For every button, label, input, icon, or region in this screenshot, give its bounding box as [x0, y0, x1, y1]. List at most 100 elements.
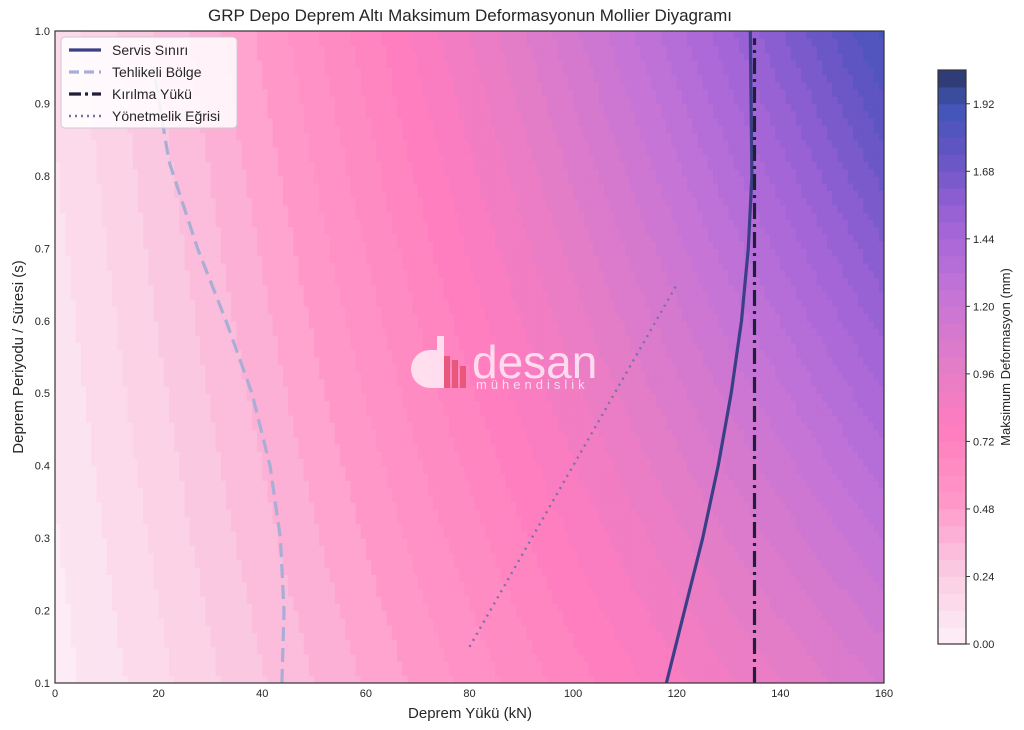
contour-cell	[386, 458, 393, 467]
contour-cell	[500, 480, 507, 488]
contour-cell	[210, 559, 217, 568]
contour-cell	[314, 545, 320, 554]
contour-cell	[288, 668, 294, 677]
contour-cell	[795, 487, 802, 496]
contour-cell	[666, 596, 673, 604]
contour-cell	[184, 545, 191, 554]
contour-cell	[272, 472, 279, 481]
contour-cell	[847, 654, 854, 662]
contour-cell	[143, 668, 149, 677]
contour-cell	[319, 603, 326, 612]
contour-cell	[661, 625, 667, 633]
contour-cell	[666, 472, 673, 481]
contour-cell	[718, 472, 724, 481]
contour-cell	[106, 639, 113, 648]
contour-cell	[707, 588, 714, 597]
contour-cell	[402, 501, 408, 510]
contour-cell	[355, 588, 362, 597]
contour-cell	[174, 639, 180, 648]
contour-cell	[842, 675, 849, 683]
contour-cell	[479, 654, 486, 662]
contour-cell	[858, 480, 864, 488]
contour-cell	[490, 516, 497, 525]
contour-cell	[293, 654, 300, 662]
contour-cell	[438, 545, 445, 554]
contour-cell	[106, 487, 113, 496]
contour-cell	[143, 458, 149, 467]
contour-cell	[407, 588, 414, 597]
contour-cell	[692, 646, 699, 655]
contour-cell	[365, 559, 372, 568]
contour-cell	[194, 639, 201, 648]
contour-cell	[412, 494, 419, 503]
contour-cell	[231, 596, 237, 604]
contour-cell	[132, 617, 139, 626]
contour-cell	[837, 596, 844, 604]
contour-cell	[490, 668, 497, 677]
contour-cell	[137, 509, 144, 517]
contour-cell	[443, 654, 450, 662]
contour-cell	[599, 603, 605, 612]
contour-cell	[60, 523, 66, 532]
contour-cell	[495, 603, 502, 612]
contour-cell	[567, 516, 574, 525]
contour-cell	[163, 523, 170, 532]
contour-cell	[448, 538, 455, 546]
contour-cell	[428, 530, 434, 539]
contour-cell	[127, 451, 134, 460]
contour-cell	[485, 559, 491, 568]
contour-cell	[422, 668, 429, 677]
contour-cell	[459, 646, 465, 655]
contour-cell	[396, 610, 403, 619]
contour-cell	[485, 661, 491, 670]
contour-cell	[65, 639, 72, 648]
contour-cell	[521, 596, 528, 604]
contour-cell	[490, 654, 497, 662]
contour-cell	[744, 632, 750, 641]
contour-cell	[738, 603, 745, 612]
contour-cell	[391, 632, 398, 641]
contour-cell	[827, 574, 833, 583]
contour-cell	[702, 538, 709, 546]
contour-cell	[713, 646, 719, 655]
contour-cell	[718, 530, 724, 539]
contour-cell	[210, 545, 217, 554]
contour-cell	[733, 530, 740, 539]
contour-cell	[666, 646, 673, 655]
contour-cell	[547, 559, 553, 568]
contour-cell	[324, 465, 331, 474]
contour-cell	[70, 509, 77, 517]
contour-cell	[733, 661, 740, 670]
contour-cell	[205, 567, 212, 575]
contour-cell	[531, 625, 538, 633]
contour-cell	[858, 617, 864, 626]
contour-cell	[163, 458, 170, 467]
contour-cell	[257, 458, 263, 467]
contour-cell	[272, 516, 279, 525]
contour-cell	[510, 559, 517, 568]
contour-cell	[832, 632, 838, 641]
contour-cell	[303, 603, 310, 612]
contour-cell	[852, 545, 859, 554]
contour-cell	[806, 574, 813, 583]
contour-cell	[609, 487, 616, 496]
contour-cell	[428, 625, 434, 633]
contour-cell	[257, 509, 263, 517]
contour-cell	[764, 639, 771, 648]
contour-cell	[811, 509, 818, 517]
contour-cell	[438, 567, 445, 575]
contour-cell	[635, 639, 642, 648]
contour-cell	[428, 458, 434, 467]
contour-cell	[816, 625, 823, 633]
contour-cell	[319, 581, 326, 590]
contour-cell	[599, 509, 605, 517]
contour-cell	[241, 574, 248, 583]
contour-cell	[770, 487, 776, 496]
contour-cell	[531, 588, 538, 597]
contour-cell	[692, 625, 699, 633]
contour-cell	[153, 625, 160, 633]
contour-cell	[764, 530, 771, 539]
contour-cell	[319, 480, 326, 488]
contour-cell	[780, 654, 787, 662]
contour-cell	[801, 617, 807, 626]
